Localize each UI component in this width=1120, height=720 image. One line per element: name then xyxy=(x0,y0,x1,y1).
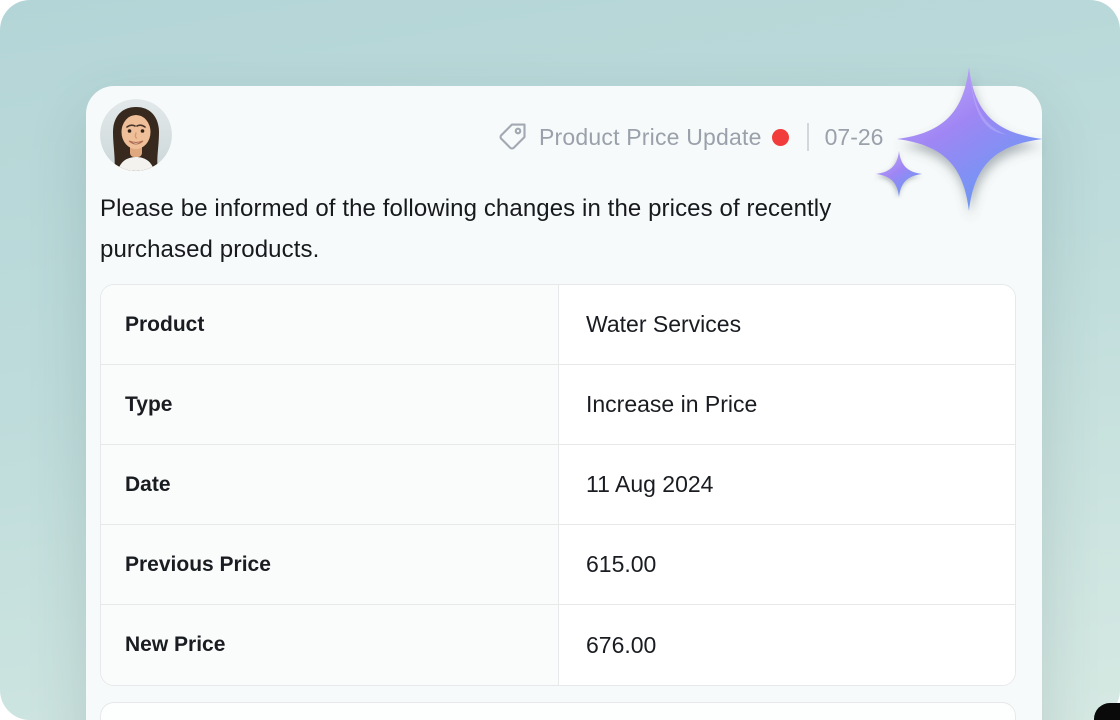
price-table: Product Water Services Type Increase in … xyxy=(100,284,1016,686)
next-section-box xyxy=(100,702,1016,720)
corner-shape xyxy=(1094,703,1120,720)
row-value: Increase in Price xyxy=(559,365,1015,444)
table-row: Product Water Services xyxy=(101,285,1015,365)
notification-card: Product Price Update 07-26 Please be inf… xyxy=(86,86,1042,720)
row-label: Previous Price xyxy=(101,525,559,604)
table-row: Type Increase in Price xyxy=(101,365,1015,445)
status-dot xyxy=(771,128,789,146)
avatar-illustration xyxy=(100,99,172,171)
table-row: Previous Price 615.00 xyxy=(101,525,1015,605)
row-value: Water Services xyxy=(559,285,1015,364)
row-label: Date xyxy=(101,445,559,524)
row-value: 11 Aug 2024 xyxy=(559,445,1015,524)
table-row: Date 11 Aug 2024 xyxy=(101,445,1015,525)
message-text: Please be informed of the following chan… xyxy=(100,195,832,263)
row-label: Product xyxy=(101,285,559,364)
row-value: 615.00 xyxy=(559,525,1015,604)
sparkle-icon-large xyxy=(897,67,1043,211)
header-date: 07-26 xyxy=(824,123,884,150)
card-header: Product Price Update 07-26 xyxy=(497,121,883,153)
row-label: New Price xyxy=(101,605,559,685)
header-divider xyxy=(806,123,809,151)
table-row: New Price 676.00 xyxy=(101,605,1015,685)
row-value: 676.00 xyxy=(559,605,1015,685)
avatar xyxy=(100,99,172,171)
row-label: Type xyxy=(101,365,559,444)
sparkle-icon-small xyxy=(875,150,923,198)
tag-icon xyxy=(499,123,526,150)
header-title: Product Price Update xyxy=(539,123,762,150)
